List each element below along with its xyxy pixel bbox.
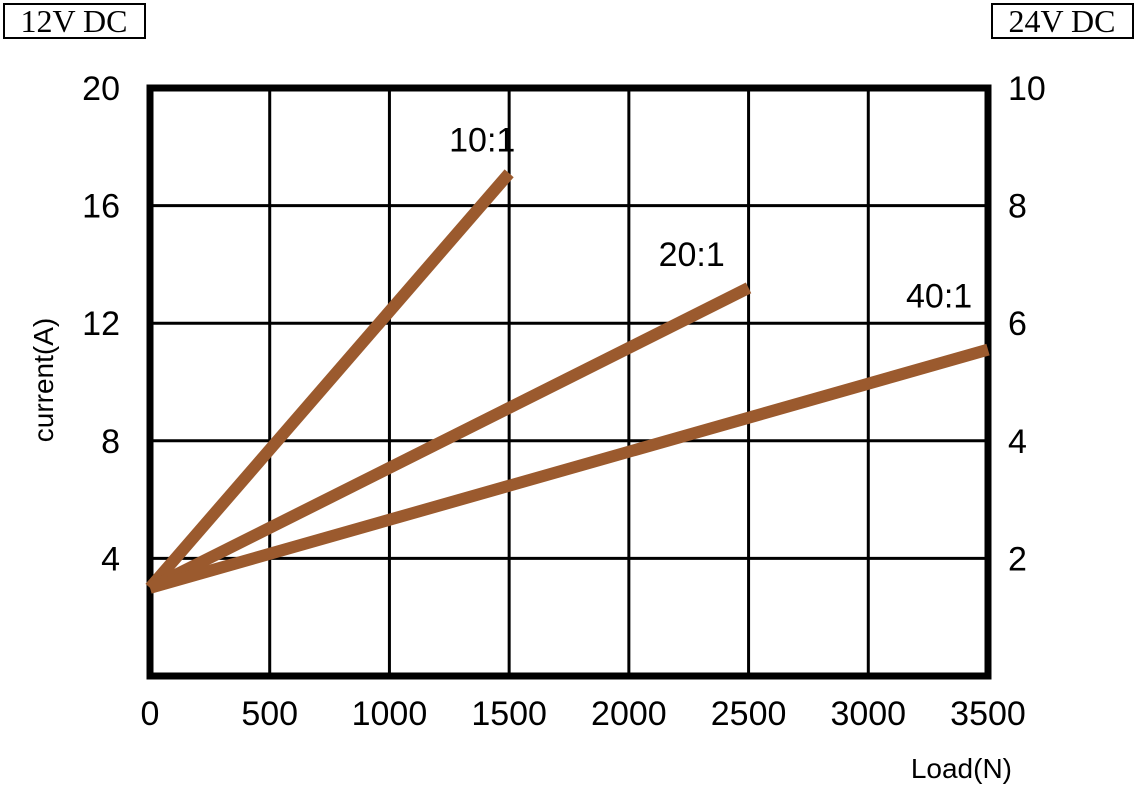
x-tick-label: 1000	[352, 695, 428, 733]
series-label: 20:1	[659, 236, 725, 274]
series-label: 10:1	[449, 121, 515, 159]
series-line-20-1	[147, 282, 752, 594]
y-tick-label: 20	[82, 70, 120, 108]
y-tick-label: 8	[101, 423, 120, 461]
series-line-10-1	[145, 169, 514, 592]
x-tick-label: 3500	[950, 695, 1026, 733]
series-label: 40:1	[906, 278, 972, 316]
right-voltage-box	[991, 3, 1134, 39]
plot-frame	[146, 84, 992, 680]
y-axis-title: current(A)	[28, 318, 59, 442]
x-tick-label: 3000	[830, 695, 906, 733]
y2-tick-label: 10	[1008, 70, 1046, 108]
y-tick-label: 4	[101, 540, 120, 578]
left-voltage-label: 12V DC	[21, 3, 128, 39]
y2-tick-label: 2	[1008, 540, 1027, 578]
x-axis-title: Load(N)	[911, 753, 1012, 784]
x-tick-label: 2000	[591, 695, 667, 733]
y-tick-label: 12	[82, 305, 120, 343]
x-tick-label: 2500	[711, 695, 787, 733]
left-voltage-box	[3, 3, 146, 39]
y2-tick-label: 6	[1008, 305, 1027, 343]
x-tick-label: 500	[241, 695, 298, 733]
x-tick-label: 1500	[471, 695, 547, 733]
right-voltage-label: 24V DC	[1009, 3, 1116, 39]
y2-tick-label: 4	[1008, 423, 1027, 461]
y-tick-label: 16	[82, 188, 120, 226]
y2-tick-label: 8	[1008, 188, 1027, 226]
series-line-40-1	[148, 343, 990, 594]
x-tick-label: 0	[141, 695, 160, 733]
